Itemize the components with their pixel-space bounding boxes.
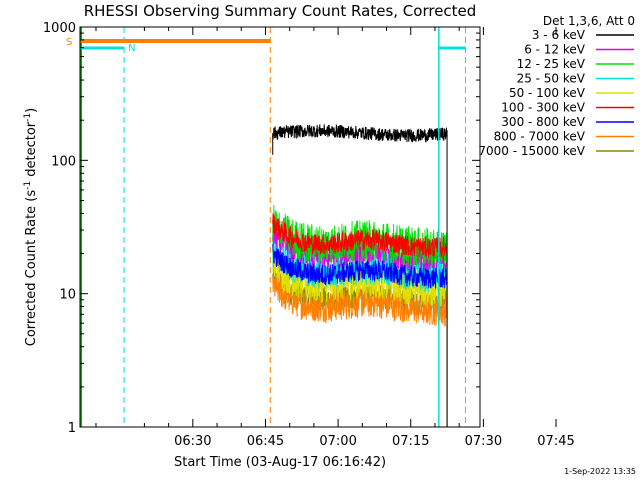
legend-label-6: 300 - 800 keV bbox=[501, 115, 585, 129]
series-line-2 bbox=[272, 204, 448, 427]
saa-flag-label: S bbox=[66, 37, 72, 48]
y-axis: 1 10 100 1000 bbox=[43, 21, 480, 436]
y-tick-label: 10 bbox=[59, 288, 76, 303]
night-flag-label: N bbox=[128, 43, 135, 54]
x-axis-label: Start Time (03-Aug-17 06:16:42) bbox=[174, 455, 386, 470]
footer-timestamp: 1-Sep-2022 13:35 bbox=[564, 467, 636, 476]
plot-area: N bbox=[80, 27, 466, 427]
legend-label-7: 800 - 7000 keV bbox=[494, 130, 586, 144]
y-tick-label: 1 bbox=[68, 421, 76, 436]
x-tick-label: 07:15 bbox=[392, 434, 429, 449]
y-axis-label-sup2: -1 bbox=[23, 113, 33, 122]
y-axis-label-main: Corrected Count Rate (s bbox=[24, 190, 39, 347]
chart-title: RHESSI Observing Summary Count Rates, Co… bbox=[84, 2, 477, 20]
series-line-5 bbox=[272, 213, 448, 427]
legend-label-5: 100 - 300 keV bbox=[501, 101, 585, 115]
series-line-0 bbox=[272, 124, 448, 427]
plot-frame bbox=[79, 26, 481, 428]
y-axis-label-end: ) bbox=[24, 108, 39, 113]
x-tick-label: 07:45 bbox=[537, 434, 574, 449]
x-tick-label: 07:30 bbox=[465, 434, 502, 449]
legend-title: Det 1,3,6, Att 0 bbox=[543, 14, 635, 28]
y-axis-label-mid: detector bbox=[24, 121, 39, 181]
legend-label-8: 7000 - 15000 keV bbox=[478, 144, 585, 158]
legend-label-1: 6 - 12 keV bbox=[524, 43, 586, 57]
x-tick-label: 06:30 bbox=[174, 434, 211, 449]
legend-label-4: 50 - 100 keV bbox=[509, 86, 586, 100]
legend-label-2: 12 - 25 keV bbox=[517, 57, 586, 71]
x-tick-label: 07:00 bbox=[319, 434, 356, 449]
y-axis-label-sup1: -1 bbox=[23, 181, 33, 190]
y-tick-label: 1000 bbox=[43, 21, 76, 36]
y-tick-label: 100 bbox=[51, 154, 76, 169]
x-axis: 06:30 06:45 07:00 07:15 07:30 07:45 bbox=[95, 27, 575, 449]
series-line-7 bbox=[272, 270, 448, 427]
y-axis-label: Corrected Count Rate (s-1 detector-1) bbox=[23, 108, 39, 346]
x-tick-label: 06:45 bbox=[247, 434, 284, 449]
legend-label-0: 3 - 6 keV bbox=[532, 28, 586, 42]
series-line-6 bbox=[272, 244, 448, 427]
legend-label-3: 25 - 50 keV bbox=[517, 72, 586, 86]
